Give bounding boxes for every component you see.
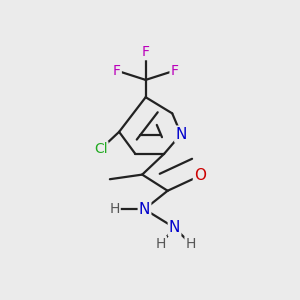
Text: F: F [113, 64, 121, 78]
Text: N: N [139, 202, 150, 217]
Text: N: N [169, 220, 180, 235]
Text: H: H [109, 202, 120, 216]
Text: Cl: Cl [94, 142, 107, 156]
Text: H: H [155, 237, 166, 251]
Text: F: F [170, 64, 178, 78]
Text: F: F [142, 45, 150, 59]
Text: O: O [194, 168, 206, 183]
Text: H: H [185, 237, 196, 251]
Text: N: N [175, 127, 187, 142]
